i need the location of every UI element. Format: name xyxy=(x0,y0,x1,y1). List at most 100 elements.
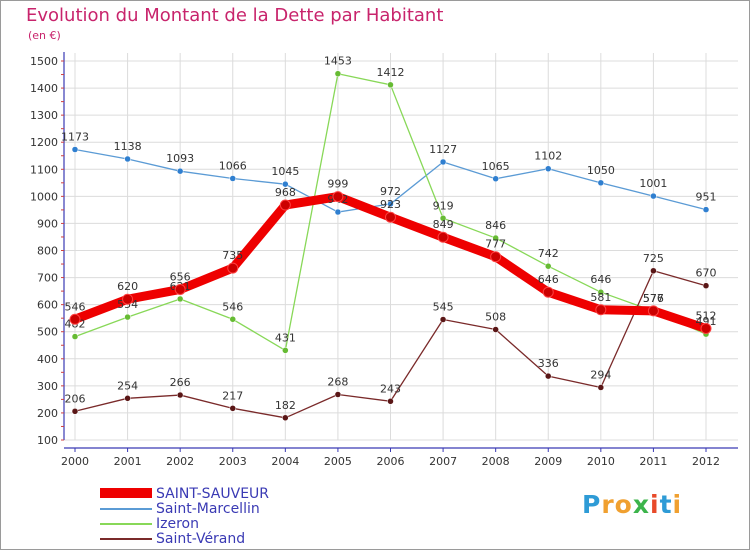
data-point xyxy=(71,146,79,153)
data-label: 742 xyxy=(538,247,559,260)
y-tick-label: 1400 xyxy=(30,82,58,95)
data-point xyxy=(439,158,447,166)
data-point xyxy=(279,199,291,211)
data-label: 545 xyxy=(433,301,454,314)
y-tick-label: 100 xyxy=(37,434,58,447)
legend-item-saint-marcellin[interactable]: Saint-Marcellin xyxy=(100,501,340,517)
y-tick-label: 300 xyxy=(37,380,58,393)
data-label: 1050 xyxy=(587,164,615,177)
data-label: 1045 xyxy=(271,165,299,178)
logo-letter: r xyxy=(601,490,615,519)
data-point xyxy=(229,175,236,182)
x-tick-label: 2009 xyxy=(534,455,562,468)
data-point xyxy=(176,391,184,399)
x-tick-label: 2005 xyxy=(324,455,352,468)
data-point xyxy=(124,313,131,321)
line-chart: 1002003004005006007008009001000110012001… xyxy=(30,52,738,468)
data-point xyxy=(122,293,134,305)
data-label: 1065 xyxy=(482,160,510,173)
data-point xyxy=(542,286,554,298)
data-point xyxy=(437,231,449,243)
data-label: 581 xyxy=(590,291,611,304)
data-point xyxy=(124,155,131,163)
data-label: 1093 xyxy=(166,152,194,165)
data-point xyxy=(492,326,499,333)
legend-swatch xyxy=(100,523,152,525)
x-tick-label: 2003 xyxy=(219,455,247,468)
logo-letter: i xyxy=(672,490,683,519)
data-label: 431 xyxy=(275,331,296,344)
data-label: 1138 xyxy=(114,140,142,153)
data-label: 512 xyxy=(696,309,717,322)
legend-label: Izeron xyxy=(156,516,199,532)
x-tick-label: 2002 xyxy=(166,455,194,468)
data-point xyxy=(227,262,239,274)
x-tick-label: 2001 xyxy=(114,455,142,468)
data-label: 1127 xyxy=(429,143,457,156)
data-point xyxy=(71,408,79,415)
data-point xyxy=(124,395,131,402)
chart-subtitle: (en €) xyxy=(28,29,61,42)
data-point xyxy=(492,234,499,242)
legend-item-saint-sauveur[interactable]: SAINT-SAUVEUR xyxy=(100,486,340,502)
data-label: 508 xyxy=(485,311,506,324)
data-point xyxy=(334,70,342,77)
data-label: 1102 xyxy=(534,150,562,163)
data-point xyxy=(595,304,607,316)
y-tick-label: 1300 xyxy=(30,109,58,122)
legend-item-saint-verand[interactable]: Saint-Vérand xyxy=(100,531,340,547)
data-point xyxy=(545,372,552,380)
legend-swatch xyxy=(100,508,152,510)
data-point xyxy=(229,405,236,412)
data-point xyxy=(282,414,289,422)
data-point xyxy=(490,251,502,263)
y-tick-label: 1200 xyxy=(30,136,58,149)
logo-letter: o xyxy=(614,490,633,519)
data-label: 777 xyxy=(485,238,506,251)
data-point xyxy=(71,333,79,340)
data-label: 620 xyxy=(117,280,138,293)
data-label: 576 xyxy=(643,292,664,305)
data-label: 1453 xyxy=(324,55,352,68)
data-point xyxy=(229,316,236,323)
data-label: 217 xyxy=(222,389,243,402)
y-tick-label: 200 xyxy=(37,407,58,420)
data-label: 725 xyxy=(643,252,664,265)
legend-label: Saint-Marcellin xyxy=(156,501,260,517)
data-point xyxy=(282,347,289,354)
data-point xyxy=(702,206,710,213)
y-tick-label: 1500 xyxy=(30,55,58,68)
data-label: 254 xyxy=(117,379,138,392)
y-tick-label: 1100 xyxy=(30,163,58,176)
data-point xyxy=(545,165,552,172)
y-tick-label: 900 xyxy=(37,217,58,230)
data-point xyxy=(387,200,394,208)
data-label: 1066 xyxy=(219,159,247,172)
data-point xyxy=(492,175,499,183)
data-point xyxy=(174,283,186,295)
x-tick-label: 2010 xyxy=(587,455,615,468)
data-label: 646 xyxy=(538,273,559,286)
data-label: 182 xyxy=(275,399,296,412)
data-point xyxy=(647,305,659,317)
legend-label: Saint-Vérand xyxy=(156,531,246,547)
legend-swatch xyxy=(100,538,152,540)
logo-letter: t xyxy=(659,490,673,519)
x-tick-label: 2006 xyxy=(377,455,405,468)
data-label: 999 xyxy=(327,178,348,191)
proxiti-logo: Proxiti xyxy=(582,490,682,519)
data-point xyxy=(650,192,657,200)
data-label: 1001 xyxy=(639,177,667,190)
chart-title: Evolution du Montant de la Dette par Hab… xyxy=(26,5,444,26)
data-label: 923 xyxy=(380,198,401,211)
legend-item-izeron[interactable]: Izeron xyxy=(100,516,340,532)
data-point xyxy=(334,208,342,216)
x-tick-label: 2008 xyxy=(482,455,510,468)
data-point xyxy=(334,391,342,398)
data-label: 546 xyxy=(222,300,243,313)
x-tick-label: 2012 xyxy=(692,455,720,468)
legend-label: SAINT-SAUVEUR xyxy=(156,486,270,502)
x-tick-label: 2011 xyxy=(639,455,667,468)
x-tick-label: 2004 xyxy=(271,455,299,468)
